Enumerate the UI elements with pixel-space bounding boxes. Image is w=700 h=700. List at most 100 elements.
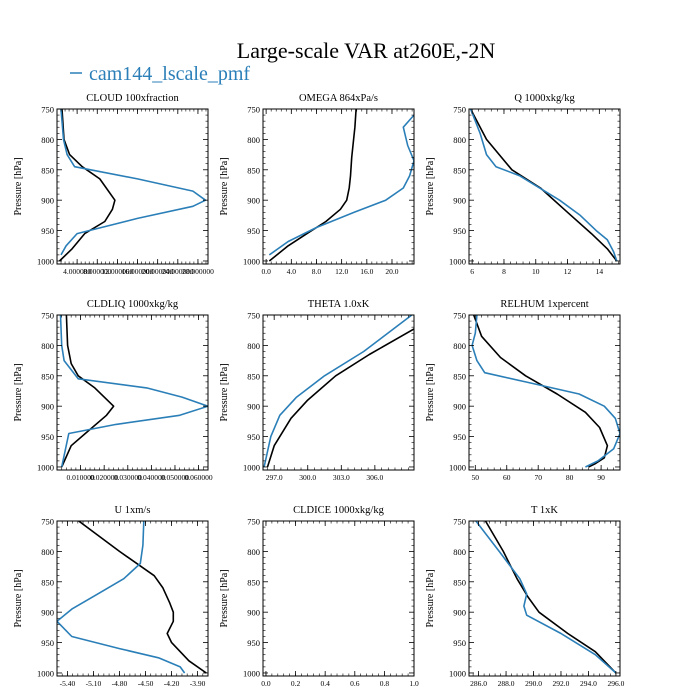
panel-title: CLDICE 1000xkg/kg bbox=[293, 505, 384, 516]
y-tick-label: 950 bbox=[41, 638, 54, 648]
panel-title: OMEGA 864xPa/s bbox=[299, 93, 378, 104]
x-tick-label: 0.6 bbox=[350, 679, 360, 688]
series-line bbox=[469, 109, 618, 262]
y-tick-label: 800 bbox=[41, 341, 54, 351]
x-tick-label: -4.50 bbox=[138, 679, 154, 688]
x-tick-label: 292.0 bbox=[553, 679, 570, 688]
panel: Q 1000xkg/kg Pressure [hPa] 750 800 850 900 95… bbox=[425, 93, 621, 276]
y-tick-label: 950 bbox=[247, 226, 260, 236]
x-tick-label: -4.80 bbox=[112, 679, 128, 688]
x-tick-label: 6 bbox=[470, 267, 474, 276]
y-tick-label: 1000 bbox=[37, 256, 54, 266]
x-tick-label: 306.0 bbox=[366, 473, 383, 482]
panel: THETA 1.0xK Pressure [hPa] 750 800 850 900 950… bbox=[219, 299, 415, 482]
series-line bbox=[78, 521, 207, 674]
y-axis-label: Pressure [hPa] bbox=[425, 569, 436, 627]
y-tick-label: 850 bbox=[247, 165, 260, 175]
x-tick-label: 0.8 bbox=[380, 679, 390, 688]
panel: CLOUD 100xfraction Pressure [hPa] 750 800 85… bbox=[13, 93, 214, 276]
x-tick-label: 28.000000 bbox=[182, 267, 214, 276]
x-tick-label: 24.000000 bbox=[162, 267, 194, 276]
y-tick-label: 800 bbox=[41, 135, 54, 145]
x-tick-label: 303.0 bbox=[333, 473, 350, 482]
series-line bbox=[268, 114, 414, 256]
y-tick-label: 750 bbox=[247, 517, 260, 527]
y-tick-label: 950 bbox=[247, 638, 260, 648]
x-tick-label: -5.40 bbox=[60, 679, 76, 688]
x-tick-label: 90 bbox=[597, 473, 605, 482]
y-tick-label: 900 bbox=[247, 196, 260, 206]
y-axis-label: Pressure [hPa] bbox=[13, 363, 24, 421]
y-tick-label: 1000 bbox=[243, 462, 260, 472]
series-line bbox=[58, 109, 116, 262]
x-tick-label: 4.0 bbox=[287, 267, 297, 276]
panel-title: THETA 1.0xK bbox=[308, 299, 370, 310]
x-tick-label: 0.010000 bbox=[67, 473, 95, 482]
y-tick-label: 800 bbox=[453, 135, 466, 145]
x-tick-label: 8 bbox=[502, 267, 506, 276]
y-tick-label: 900 bbox=[453, 402, 466, 412]
y-tick-label: 850 bbox=[247, 371, 260, 381]
x-tick-label: 50 bbox=[472, 473, 480, 482]
x-tick-label: 0.2 bbox=[291, 679, 301, 688]
x-tick-label: 4.000000 bbox=[63, 267, 91, 276]
y-tick-label: 900 bbox=[41, 196, 54, 206]
x-tick-label: 80 bbox=[566, 473, 574, 482]
y-axis-label: Pressure [hPa] bbox=[425, 363, 436, 421]
plot-frame bbox=[56, 520, 209, 677]
x-tick-label: -5.10 bbox=[86, 679, 102, 688]
y-axis-label: Pressure [hPa] bbox=[425, 157, 436, 215]
y-axis-label: Pressure [hPa] bbox=[219, 363, 230, 421]
x-tick-label: 12 bbox=[564, 267, 572, 276]
x-tick-label: -4.20 bbox=[164, 679, 180, 688]
series-line bbox=[57, 521, 186, 674]
y-tick-label: 850 bbox=[247, 577, 260, 587]
x-tick-label: 16.0 bbox=[360, 267, 373, 276]
x-tick-label: 14 bbox=[596, 267, 604, 276]
x-tick-label: 8.0 bbox=[312, 267, 322, 276]
series-line bbox=[268, 109, 357, 262]
x-tick-label: 290.0 bbox=[525, 679, 542, 688]
series-line bbox=[484, 521, 617, 674]
x-tick-label: 0.020000 bbox=[90, 473, 118, 482]
y-tick-label: 950 bbox=[41, 432, 54, 442]
panel-title: U 1xm/s bbox=[115, 505, 151, 516]
x-tick-label: 297.0 bbox=[266, 473, 283, 482]
x-tick-label: 70 bbox=[534, 473, 542, 482]
y-tick-label: 750 bbox=[453, 105, 466, 115]
plot-frame bbox=[56, 314, 209, 471]
series-line bbox=[263, 315, 413, 468]
y-tick-label: 1000 bbox=[449, 462, 466, 472]
x-tick-label: 10 bbox=[532, 267, 540, 276]
series-line bbox=[60, 109, 207, 256]
plot-frame bbox=[468, 108, 621, 265]
x-tick-label: 286.0 bbox=[470, 679, 487, 688]
y-tick-label: 1000 bbox=[243, 668, 260, 678]
x-tick-label: 1.0 bbox=[409, 679, 419, 688]
panel: CLDICE 1000xkg/kg Pressure [hPa] 750 800 850… bbox=[219, 505, 419, 688]
y-tick-label: 800 bbox=[247, 341, 260, 351]
y-tick-label: 1000 bbox=[37, 462, 54, 472]
y-tick-label: 750 bbox=[247, 311, 260, 321]
y-tick-label: 800 bbox=[41, 547, 54, 557]
x-tick-label: 20.000000 bbox=[142, 267, 174, 276]
panel: T 1xK Pressure [hPa] 750 800 850 900 950 1000 28… bbox=[425, 505, 625, 688]
y-tick-label: 850 bbox=[453, 165, 466, 175]
y-tick-label: 850 bbox=[41, 371, 54, 381]
series-line bbox=[472, 315, 609, 468]
x-tick-label: 296.0 bbox=[607, 679, 624, 688]
y-tick-label: 750 bbox=[41, 105, 54, 115]
y-tick-label: 750 bbox=[453, 311, 466, 321]
y-tick-label: 750 bbox=[247, 105, 260, 115]
series-line bbox=[59, 315, 208, 468]
y-tick-label: 950 bbox=[453, 432, 466, 442]
x-tick-label: 0.030000 bbox=[114, 473, 142, 482]
y-tick-label: 750 bbox=[41, 517, 54, 527]
x-tick-label: 12.0 bbox=[335, 267, 348, 276]
plot-frame bbox=[262, 314, 415, 471]
x-tick-label: 0.0 bbox=[261, 267, 271, 276]
y-tick-label: 950 bbox=[453, 226, 466, 236]
y-tick-label: 1000 bbox=[449, 256, 466, 266]
panel-title: CLDLIQ 1000xkg/kg bbox=[87, 299, 179, 310]
